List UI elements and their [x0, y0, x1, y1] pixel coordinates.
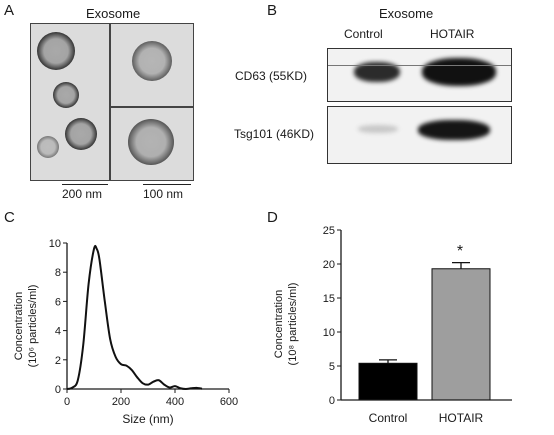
exosome-vesicle [132, 41, 172, 81]
panel-a-title: Exosome [86, 6, 141, 21]
exosome-vesicle [37, 32, 75, 70]
chart-d-y-tick-label: 0 [329, 395, 335, 407]
chart-c-x-tick-label: 200 [112, 396, 130, 408]
blot-label-cd63: CD63 (55KD) [235, 69, 308, 83]
blot-band [358, 125, 398, 133]
chart-c-y-tick-label: 8 [55, 267, 61, 279]
chart-d-y-tick-label: 15 [323, 293, 335, 305]
exosome-vesicle [37, 136, 59, 158]
chart-c: Concentration (10⁶ particles/ml) 0 2 4 6 8 10… [13, 238, 238, 426]
chart-d-bar-hotair [431, 268, 491, 401]
significance-marker: * [457, 243, 463, 260]
panel-c-letter: C [4, 209, 15, 226]
panel-b-letter: B [267, 2, 278, 19]
chart-c-y-tick-label: 6 [55, 296, 61, 308]
tem-image-large [30, 23, 110, 181]
blot-label-tsg101: Tsg101 (46KD) [234, 127, 315, 141]
chart-d-y-tick-label: 5 [329, 361, 335, 373]
chart-c-ylabel-line1: Concentration [13, 292, 25, 361]
chart-c-x-axis-label: Size (nm) [122, 412, 173, 426]
chart-c-x-tick-label: 0 [64, 396, 70, 408]
chart-d: Concentration (10⁸ particles/ml) * Contr… [273, 225, 512, 425]
chart-d-bar-control [358, 362, 418, 401]
chart-c-series-line [66, 244, 203, 391]
chart-c-y-tick-label: 10 [49, 238, 61, 250]
chart-c-y-tick-label: 2 [55, 355, 61, 367]
lane-label-hotair: HOTAIR [430, 27, 475, 41]
tem-image-upper-right [110, 23, 194, 107]
chart-c-y-tick-label: 4 [55, 326, 61, 338]
lane-label-control: Control [344, 27, 383, 41]
scale-bar-100nm [143, 184, 191, 185]
blot-band [354, 62, 400, 82]
blot-band [422, 58, 496, 86]
scale-label-200nm: 200 nm [62, 187, 103, 201]
western-blot-cd63 [327, 48, 512, 102]
chart-c-y-tick-label: 0 [55, 384, 61, 396]
panel-d-letter: D [267, 209, 278, 226]
chart-d-y-tick-label: 10 [323, 327, 335, 339]
exosome-vesicle [128, 119, 174, 165]
tem-image-lower-right [110, 107, 194, 181]
chart-d-y-tick-label: 20 [323, 259, 335, 271]
membrane-line [328, 65, 511, 66]
chart-c-x-tick-label: 600 [220, 396, 238, 408]
panel-a-letter: A [4, 2, 15, 19]
chart-d-y-tick-label: 25 [323, 225, 335, 237]
chart-d-x-category-label: Control [369, 411, 408, 425]
scale-label-100nm: 100 nm [143, 187, 184, 201]
panel-b-title: Exosome [379, 6, 434, 21]
chart-c-x-tick-label: 400 [166, 396, 184, 408]
exosome-vesicle [53, 82, 79, 108]
chart-d-ylabel-line2: (10⁸ particles/ml) [287, 283, 299, 366]
chart-d-x-category-label: HOTAIR [439, 411, 484, 425]
chart-c-ylabel-line2: (10⁶ particles/ml) [27, 285, 39, 368]
scale-bar-200nm [62, 184, 108, 185]
blot-band [418, 120, 490, 140]
chart-d-ylabel-line1: Concentration [273, 290, 285, 359]
exosome-vesicle [65, 118, 97, 150]
western-blot-tsg101 [327, 106, 512, 164]
